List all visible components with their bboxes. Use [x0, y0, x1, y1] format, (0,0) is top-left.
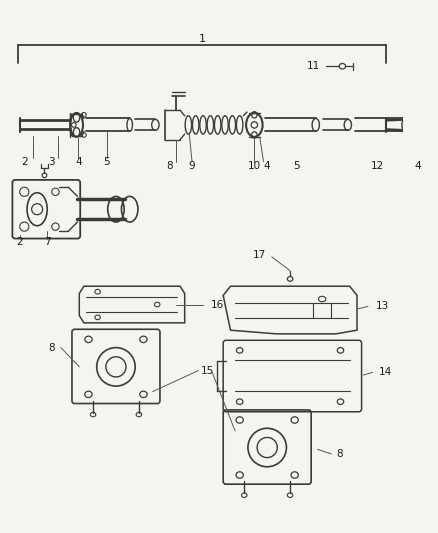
Text: 4: 4: [414, 161, 421, 171]
Text: 9: 9: [189, 161, 195, 171]
Text: 4: 4: [264, 161, 271, 171]
Text: 16: 16: [210, 300, 224, 310]
Text: 8: 8: [167, 161, 173, 171]
Text: 8: 8: [48, 343, 55, 353]
Text: 15: 15: [201, 366, 214, 376]
Text: 5: 5: [293, 161, 300, 171]
Text: 2: 2: [21, 157, 28, 167]
Text: 4: 4: [75, 157, 82, 167]
Text: 3: 3: [49, 157, 55, 167]
Text: 10: 10: [248, 161, 261, 171]
Text: 12: 12: [371, 161, 384, 171]
Text: 14: 14: [379, 367, 392, 377]
Text: 5: 5: [437, 161, 438, 171]
Text: 11: 11: [306, 61, 320, 71]
Text: 13: 13: [375, 301, 389, 311]
Text: 5: 5: [103, 157, 110, 167]
Text: 8: 8: [336, 449, 343, 459]
Text: 2: 2: [16, 237, 23, 247]
Text: 17: 17: [253, 250, 266, 260]
Text: 7: 7: [44, 237, 50, 247]
Text: 1: 1: [198, 34, 205, 44]
